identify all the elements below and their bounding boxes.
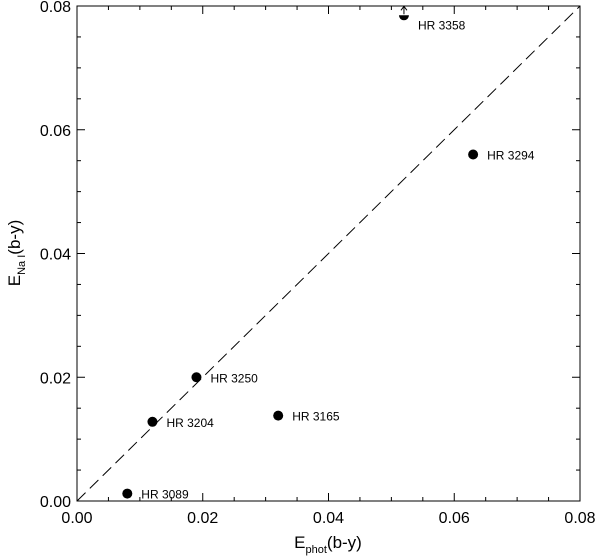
point-marker <box>147 416 158 427</box>
data-point: HR 3204 <box>147 416 214 430</box>
y-axis-title-main: E <box>5 275 24 286</box>
x-tick-label: 0.06 <box>439 510 470 527</box>
data-point: HR 3089 <box>122 488 189 502</box>
x-tick-label: 0.08 <box>564 510 595 527</box>
x-tick-label: 0.00 <box>61 510 92 527</box>
lower-limit-arrow-head <box>400 5 408 11</box>
x-axis-title-suffix: (b-y) <box>327 533 362 552</box>
x-axis-title: Ephot(b-y) <box>294 533 362 556</box>
point-marker <box>122 488 133 499</box>
point-marker <box>398 15 409 21</box>
y-tick-label: 0.00 <box>40 494 71 511</box>
data-point: HR 3294 <box>468 149 535 163</box>
y-tick-label: 0.02 <box>40 370 71 387</box>
y-tick-label: 0.04 <box>40 247 71 264</box>
reference-line <box>76 5 581 502</box>
point-label: HR 3204 <box>166 416 214 430</box>
y-axis-title-sub: Na I <box>16 255 28 275</box>
x-tick-label: 0.02 <box>187 510 218 527</box>
y-axis-title-suffix: (b-y) <box>5 220 24 255</box>
data-point: HR 3165 <box>273 410 340 424</box>
point-label: HR 3358 <box>418 18 466 32</box>
x-axis-title-main: E <box>294 533 305 552</box>
data-point: HR 3250 <box>191 371 258 385</box>
y-tick-label: 0.08 <box>40 0 71 16</box>
x-tick-label: 0.04 <box>313 510 344 527</box>
point-marker <box>468 149 479 160</box>
point-label: HR 3165 <box>292 410 340 424</box>
point-marker <box>273 410 284 421</box>
x-axis-title-sub: phot <box>305 544 326 556</box>
point-label: HR 3294 <box>487 149 535 163</box>
y-axis-title: ENa I(b-y) <box>5 220 28 286</box>
data-point: HR 3358 <box>398 5 466 32</box>
point-marker <box>191 372 202 383</box>
y-tick-label: 0.06 <box>40 123 71 140</box>
point-label: HR 3250 <box>210 371 258 385</box>
point-label: HR 3089 <box>141 488 189 502</box>
